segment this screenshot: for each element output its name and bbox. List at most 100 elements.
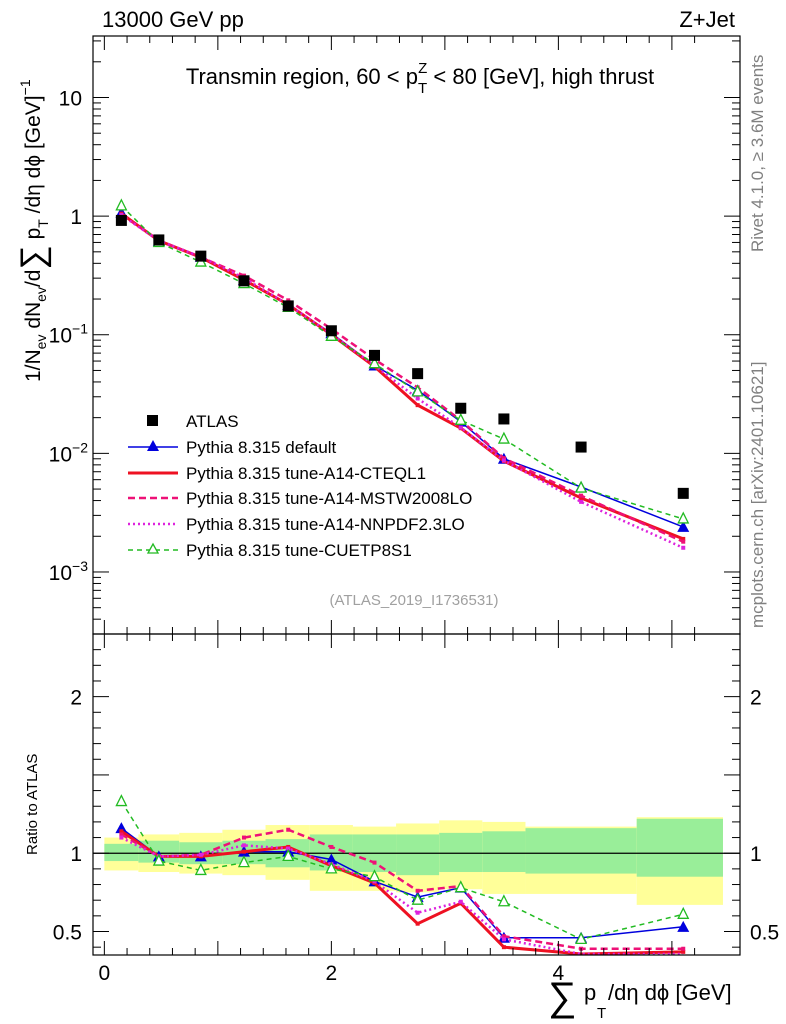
atlas-data-point <box>282 300 294 312</box>
rivet-version-label: Rivet 4.1.0, ≥ 3.6M events <box>748 54 767 252</box>
upper-series-point-nnpdf <box>415 396 420 401</box>
atlas-data-point <box>325 325 337 337</box>
band-inner-segment <box>439 832 483 873</box>
lower-y-tick-label: 2 <box>70 687 82 710</box>
svg-text:/dη dϕ [GeV]: /dη dϕ [GeV] <box>608 980 732 1005</box>
upper-series-point-cuetp8s1 <box>368 356 381 369</box>
legend-entry-mstw: Pythia 8.315 tune-A14-MSTW2008LO <box>128 489 472 508</box>
ratio-series-point-cuetp8s1 <box>115 794 128 807</box>
atlas-data-point <box>238 275 250 287</box>
lower-plot-frame <box>92 633 741 956</box>
atlas-data-point <box>115 214 127 226</box>
ratio-series-point-mstw <box>372 860 377 865</box>
ratio-series-point-mstw <box>415 888 420 893</box>
x-tick-label: 4 <box>553 962 565 985</box>
ratio-series-point-mstw <box>501 934 506 939</box>
upper-series-point-cteql1 <box>415 403 420 408</box>
lower-y-tick-label: 1 <box>70 843 82 866</box>
ratio-series-point-cuetp8s1 <box>411 892 424 905</box>
upper-series-point-cuetp8s1 <box>497 431 510 444</box>
ratio-series-point-nnpdf <box>119 835 124 840</box>
ratio-series-point-mstw <box>681 946 686 951</box>
ratio-series-point-mstw <box>119 832 124 837</box>
lower-y-tick-label-right: 1 <box>750 843 762 866</box>
lower-y-tick-label-right: 0.5 <box>750 922 779 945</box>
upper-series-point-default <box>677 520 690 532</box>
upper-series-line-mstw <box>120 213 684 543</box>
ratio-series-point-cteql1 <box>241 849 246 854</box>
ratio-series-point-mstw <box>329 844 334 849</box>
upper-series-line-nnpdf <box>120 214 684 549</box>
band-inner-segment <box>482 831 526 873</box>
x-tick-label: 0 <box>99 962 111 985</box>
upper-series-point-nnpdf <box>501 458 506 463</box>
ratio-series-point-cuetp8s1 <box>325 861 338 874</box>
x-axis-label: ∑ p T /dη dϕ [GeV] <box>548 975 732 1022</box>
atlas-data-point <box>455 402 467 414</box>
lower-y-tick-label: 0.5 <box>53 922 82 945</box>
upper-y-tick-label: 10−1 <box>49 321 89 348</box>
ratio-series-point-default <box>677 920 690 932</box>
tick-exponent: −3 <box>72 558 88 574</box>
ratio-series-point-cteql1 <box>415 921 420 926</box>
atlas-data-point <box>677 487 689 499</box>
ratio-series-point-cuetp8s1 <box>194 862 207 876</box>
legend-marker-cuetp8s1 <box>146 542 160 554</box>
svg-text:T: T <box>597 1005 606 1022</box>
upper-series-point-cuetp8s1 <box>677 511 690 524</box>
ratio-series-point-cuetp8s1 <box>497 894 510 907</box>
upper-series-point-nnpdf <box>458 425 463 430</box>
legend-label-default: Pythia 8.315 default <box>186 438 337 457</box>
tick-exponent: −1 <box>72 321 88 337</box>
ratio-series-point-cuetp8s1 <box>237 855 251 868</box>
ratio-series-point-cuetp8s1 <box>152 853 165 866</box>
upper-series-point-mstw <box>681 539 686 544</box>
upper-series-point-nnpdf <box>681 545 686 550</box>
atlas-data-point <box>369 349 381 361</box>
ratio-series-line-cteql1 <box>120 830 684 956</box>
energy-label: 13000 GeV pp <box>102 7 244 32</box>
tick-exponent: −2 <box>72 439 88 455</box>
title-sup: Z <box>418 60 427 77</box>
mcplots-label: mcplots.cern.ch [arXiv:2401.10621] <box>748 361 767 628</box>
upper-y-tick-label: 10−2 <box>49 439 89 466</box>
lower-y-tick-label-right: 2 <box>750 687 762 710</box>
lower-y-axis-label: Ratio to ATLAS <box>24 754 41 855</box>
ratio-series-point-cteql1 <box>681 949 686 954</box>
title-sub: T <box>418 80 427 97</box>
svg-text:∑: ∑ <box>548 975 577 1019</box>
legend-marker-default <box>147 440 159 451</box>
upper-series-point-cuetp8s1 <box>575 480 588 493</box>
legend-entry-cuetp8s1: Pythia 8.315 tune-CUETP8S1 <box>128 541 412 560</box>
upper-series-line-cuetp8s1 <box>120 205 684 520</box>
svg-text:1/Nev dNev/d∑ pT /dη dϕ [GeV]: 1/Nev dNev/d∑ pT /dη dϕ [GeV]−1 <box>14 79 52 382</box>
upper-series-point-mstw <box>579 493 584 498</box>
upper-y-tick-label: 10 <box>59 88 82 111</box>
legend-entry-cteql1: Pythia 8.315 tune-A14-CTEQL1 <box>128 464 426 483</box>
plot-title: Transmin region, 60 < pTZ < 80 [GeV], hi… <box>186 60 654 97</box>
tick-base: 10 <box>49 443 72 466</box>
analysis-watermark: (ATLAS_2019_I1736531) <box>329 592 498 609</box>
atlas-data-point <box>412 368 424 380</box>
upper-series-point-cteql1 <box>579 496 584 501</box>
ratio-series-line-nnpdf <box>120 836 684 956</box>
upper-series-point-nnpdf <box>579 499 584 504</box>
ratio-series-point-nnpdf <box>198 852 203 857</box>
ratio-series-point-cteql1 <box>119 829 124 834</box>
atlas-data-point <box>575 441 587 453</box>
atlas-data-point <box>498 413 510 425</box>
legend-label-cuetp8s1: Pythia 8.315 tune-CUETP8S1 <box>186 541 412 560</box>
ratio-series-point-mstw <box>241 835 246 840</box>
legend-entry-nnpdf: Pythia 8.315 tune-A14-NNPDF2.3LO <box>128 515 465 534</box>
ratio-series-point-cuetp8s1 <box>454 880 467 893</box>
band-inner-segment <box>396 834 440 876</box>
ratio-series-point-cuetp8s1 <box>368 869 381 882</box>
band-inner-segment <box>525 828 637 874</box>
ratio-series-point-default <box>115 822 128 834</box>
legend-marker-atlas <box>147 415 158 426</box>
ratio-series-point-nnpdf <box>241 843 246 848</box>
ratio-series-point-nnpdf <box>372 879 377 884</box>
ratio-series-point-mstw <box>286 827 291 832</box>
legend-label-mstw: Pythia 8.315 tune-A14-MSTW2008LO <box>186 489 472 508</box>
upper-y-tick-label: 10−3 <box>49 558 89 585</box>
